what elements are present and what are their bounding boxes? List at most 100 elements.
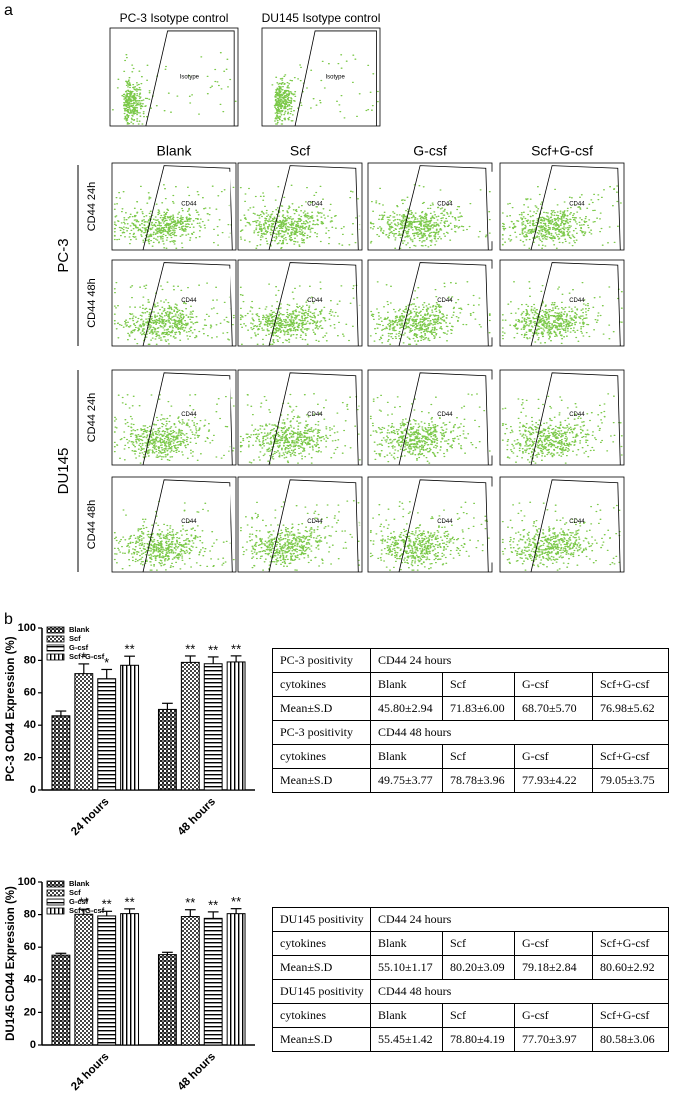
significance: * [81,649,86,664]
significance: ** [208,642,218,657]
table-cell: Mean±S.D [272,696,371,721]
table-cell: 55.10±1.17 [370,955,443,980]
table-cell: 79.18±2.84 [514,955,593,980]
gate [268,262,359,347]
significance: * [104,655,109,670]
event-dots [111,52,237,125]
table-cell: 76.98±5.62 [591,696,670,721]
table-cell: CD44 24 hours [369,648,670,673]
gate-label: CD44 [437,519,453,525]
plot-frame [261,27,381,127]
gate-label: CD44 [569,412,585,418]
legend-swatch [46,889,65,897]
table-cell: cytokines [272,931,371,956]
table-cell: CD44 24 hours [369,907,670,932]
table-cell: cytokines [272,1003,371,1028]
row-label: CD44 48h [86,500,98,550]
gate-label: CD44 [307,298,323,304]
group-label: PC-3 [55,238,72,272]
table-cell: G-csf [514,1003,593,1028]
table-cell: 55.45±1.42 [370,1027,443,1052]
table-cell: 77.70±3.97 [514,1027,593,1052]
legend-swatch [46,644,65,652]
legend-label: G-csf [69,897,89,906]
bar [203,663,223,791]
legend-label: Scf [69,888,81,897]
y-tick-label: 40 [24,719,36,731]
table-cell: PC-3 positivity [272,720,371,745]
x-tick-label: 48 hours [176,796,218,838]
event-dots [113,281,235,345]
gate-label: Isotype [325,75,345,81]
bar [51,954,71,1046]
y-tick-label: 100 [18,876,36,888]
column-header: Scf [290,143,310,159]
result-table: DU145 positivity CD44 24 hours cytokines Bl… [272,907,670,1052]
table-cell: Scf+G-csf [591,672,670,697]
significance: ** [125,642,135,657]
gate [398,479,489,573]
table-cell: G-csf [514,744,593,769]
event-dots [239,184,361,249]
table-cell: PC-3 positivity [272,648,371,673]
legend-swatch [46,907,65,915]
plot-frame [237,259,363,347]
bar [97,915,117,1046]
table-cell: 80.60±2.92 [591,955,670,980]
x-tick-label: 24 hours [69,796,111,838]
gate-label: CD44 [181,201,197,207]
event-dots [501,281,623,345]
row-label: CD44 24h [86,393,98,443]
panel-label: a [4,2,13,19]
gate [398,372,489,466]
table-cell: 71.83±6.00 [442,696,515,721]
y-tick-label: 20 [24,1006,36,1018]
plot-frame [111,476,237,573]
bar [180,661,200,791]
gate-label: Isotype [180,75,200,81]
table-cell: Blank [370,931,443,956]
bar [226,913,246,1046]
column-header: Blank [156,143,192,159]
bar [157,708,177,791]
plot-frame [499,369,625,466]
legend-swatch [46,880,65,888]
y-tick-label: 80 [24,909,36,921]
gate [268,372,359,466]
table-cell: 45.80±2.94 [370,696,443,721]
table-cell: 79.05±3.75 [591,768,670,793]
gate-label: CD44 [437,412,453,418]
gate [268,165,359,251]
gate-label: CD44 [307,412,323,418]
gate [142,372,233,466]
table-cell: Mean±S.D [272,955,371,980]
legend-swatch [46,898,65,906]
gate-label: CD44 [181,519,197,525]
gate [530,372,621,466]
legend-label: Blank [69,879,90,888]
y-tick-label: 100 [18,622,36,634]
y-tick-label: 20 [24,752,36,764]
gate-label: CD44 [307,519,323,525]
y-tick-label: 60 [24,687,36,699]
plot-frame [111,259,237,347]
y-tick-label: 0 [30,784,36,796]
table-cell: 49.75±3.77 [370,768,443,793]
gate-label: CD44 [437,201,453,207]
event-dots [369,393,491,464]
legend-swatch [46,635,65,643]
bar [97,678,117,791]
significance: ** [125,894,135,909]
gate-label: CD44 [569,298,585,304]
plot-frame [499,259,625,347]
legend-label: Scf+G-csf [69,906,105,915]
gate-label: CD44 [181,412,197,418]
gate-label: CD44 [437,298,453,304]
table-cell: 78.78±3.96 [442,768,515,793]
table-cell: Scf [442,672,515,697]
event-dots [369,501,490,571]
bar [203,917,223,1046]
bar [226,661,246,791]
